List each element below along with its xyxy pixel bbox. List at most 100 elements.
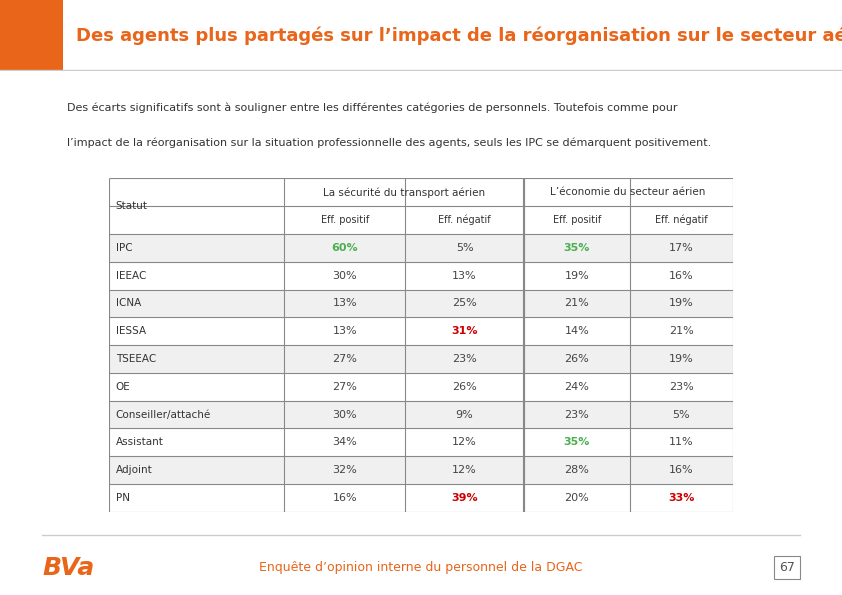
Text: IESSA: IESSA — [115, 326, 146, 336]
Text: 30%: 30% — [333, 409, 357, 419]
FancyBboxPatch shape — [406, 206, 524, 234]
FancyBboxPatch shape — [406, 373, 524, 400]
Text: 31%: 31% — [451, 326, 478, 336]
Text: 5%: 5% — [672, 409, 690, 419]
FancyBboxPatch shape — [284, 428, 406, 456]
FancyBboxPatch shape — [406, 345, 524, 373]
Text: 9%: 9% — [456, 409, 473, 419]
Text: Des agents plus partagés sur l’impact de la réorganisation sur le secteur aérien: Des agents plus partagés sur l’impact de… — [76, 26, 842, 45]
Text: 19%: 19% — [669, 354, 694, 364]
Text: OE: OE — [115, 382, 131, 392]
FancyBboxPatch shape — [406, 456, 524, 484]
FancyBboxPatch shape — [524, 206, 630, 234]
FancyBboxPatch shape — [524, 428, 630, 456]
FancyBboxPatch shape — [284, 178, 406, 206]
Text: 23%: 23% — [452, 354, 477, 364]
Text: 27%: 27% — [333, 382, 357, 392]
FancyBboxPatch shape — [524, 178, 630, 206]
FancyBboxPatch shape — [630, 262, 733, 290]
Text: 5%: 5% — [456, 243, 473, 253]
Text: 13%: 13% — [333, 326, 357, 336]
Text: 12%: 12% — [452, 465, 477, 475]
Text: 20%: 20% — [564, 493, 589, 503]
FancyBboxPatch shape — [630, 428, 733, 456]
Text: 19%: 19% — [564, 271, 589, 281]
Text: 13%: 13% — [333, 299, 357, 308]
Text: Eff. négatif: Eff. négatif — [655, 215, 707, 226]
Text: Enquête d’opinion interne du personnel de la DGAC: Enquête d’opinion interne du personnel d… — [259, 562, 583, 574]
Text: 35%: 35% — [563, 437, 590, 447]
Text: La sécurité du transport aérien: La sécurité du transport aérien — [322, 187, 485, 198]
FancyBboxPatch shape — [109, 456, 284, 484]
Text: Adjoint: Adjoint — [115, 465, 152, 475]
FancyBboxPatch shape — [406, 428, 524, 456]
Text: 23%: 23% — [564, 409, 589, 419]
FancyBboxPatch shape — [406, 262, 524, 290]
FancyBboxPatch shape — [109, 206, 284, 234]
Text: 16%: 16% — [669, 271, 694, 281]
FancyBboxPatch shape — [630, 178, 733, 206]
FancyBboxPatch shape — [109, 428, 284, 456]
Text: ICNA: ICNA — [115, 299, 141, 308]
Text: Eff. négatif: Eff. négatif — [439, 215, 491, 226]
Text: 67: 67 — [780, 562, 795, 574]
FancyBboxPatch shape — [630, 373, 733, 400]
FancyBboxPatch shape — [284, 234, 406, 262]
FancyBboxPatch shape — [406, 290, 524, 317]
Text: 21%: 21% — [564, 299, 589, 308]
FancyBboxPatch shape — [109, 317, 284, 345]
FancyBboxPatch shape — [284, 206, 406, 234]
FancyBboxPatch shape — [406, 178, 524, 206]
Text: 11%: 11% — [669, 437, 694, 447]
Text: Conseiller/attaché: Conseiller/attaché — [115, 409, 211, 419]
FancyBboxPatch shape — [406, 234, 524, 262]
Text: 17%: 17% — [669, 243, 694, 253]
Text: 12%: 12% — [452, 437, 477, 447]
FancyBboxPatch shape — [524, 262, 630, 290]
Text: 16%: 16% — [669, 465, 694, 475]
FancyBboxPatch shape — [524, 234, 630, 262]
Text: 19%: 19% — [669, 299, 694, 308]
FancyBboxPatch shape — [284, 484, 406, 512]
Text: Eff. positif: Eff. positif — [321, 215, 369, 225]
FancyBboxPatch shape — [524, 373, 630, 400]
Text: TSEEAC: TSEEAC — [115, 354, 156, 364]
FancyBboxPatch shape — [524, 456, 630, 484]
FancyBboxPatch shape — [109, 400, 284, 428]
FancyBboxPatch shape — [630, 400, 733, 428]
FancyBboxPatch shape — [406, 400, 524, 428]
Text: IEEAC: IEEAC — [115, 271, 146, 281]
FancyBboxPatch shape — [406, 484, 524, 512]
Text: PN: PN — [115, 493, 130, 503]
Text: Eff. positif: Eff. positif — [552, 215, 601, 225]
FancyBboxPatch shape — [0, 0, 63, 71]
FancyBboxPatch shape — [524, 400, 630, 428]
Text: Des écarts significatifs sont à souligner entre les différentes catégories de pe: Des écarts significatifs sont à souligne… — [67, 102, 678, 113]
FancyBboxPatch shape — [284, 456, 406, 484]
Text: 14%: 14% — [564, 326, 589, 336]
FancyBboxPatch shape — [524, 290, 630, 317]
Text: 25%: 25% — [452, 299, 477, 308]
FancyBboxPatch shape — [109, 178, 284, 206]
FancyBboxPatch shape — [406, 317, 524, 345]
FancyBboxPatch shape — [284, 262, 406, 290]
FancyBboxPatch shape — [524, 317, 630, 345]
Text: Statut: Statut — [115, 201, 147, 211]
Text: 23%: 23% — [669, 382, 694, 392]
FancyBboxPatch shape — [109, 234, 284, 262]
FancyBboxPatch shape — [109, 484, 284, 512]
Text: IPC: IPC — [115, 243, 132, 253]
FancyBboxPatch shape — [109, 345, 284, 373]
FancyBboxPatch shape — [630, 345, 733, 373]
Text: 33%: 33% — [668, 493, 695, 503]
FancyBboxPatch shape — [630, 234, 733, 262]
Text: 28%: 28% — [564, 465, 589, 475]
FancyBboxPatch shape — [630, 456, 733, 484]
Text: 32%: 32% — [333, 465, 357, 475]
Text: 13%: 13% — [452, 271, 477, 281]
FancyBboxPatch shape — [109, 373, 284, 400]
FancyBboxPatch shape — [524, 345, 630, 373]
Text: 27%: 27% — [333, 354, 357, 364]
FancyBboxPatch shape — [524, 484, 630, 512]
FancyBboxPatch shape — [284, 400, 406, 428]
